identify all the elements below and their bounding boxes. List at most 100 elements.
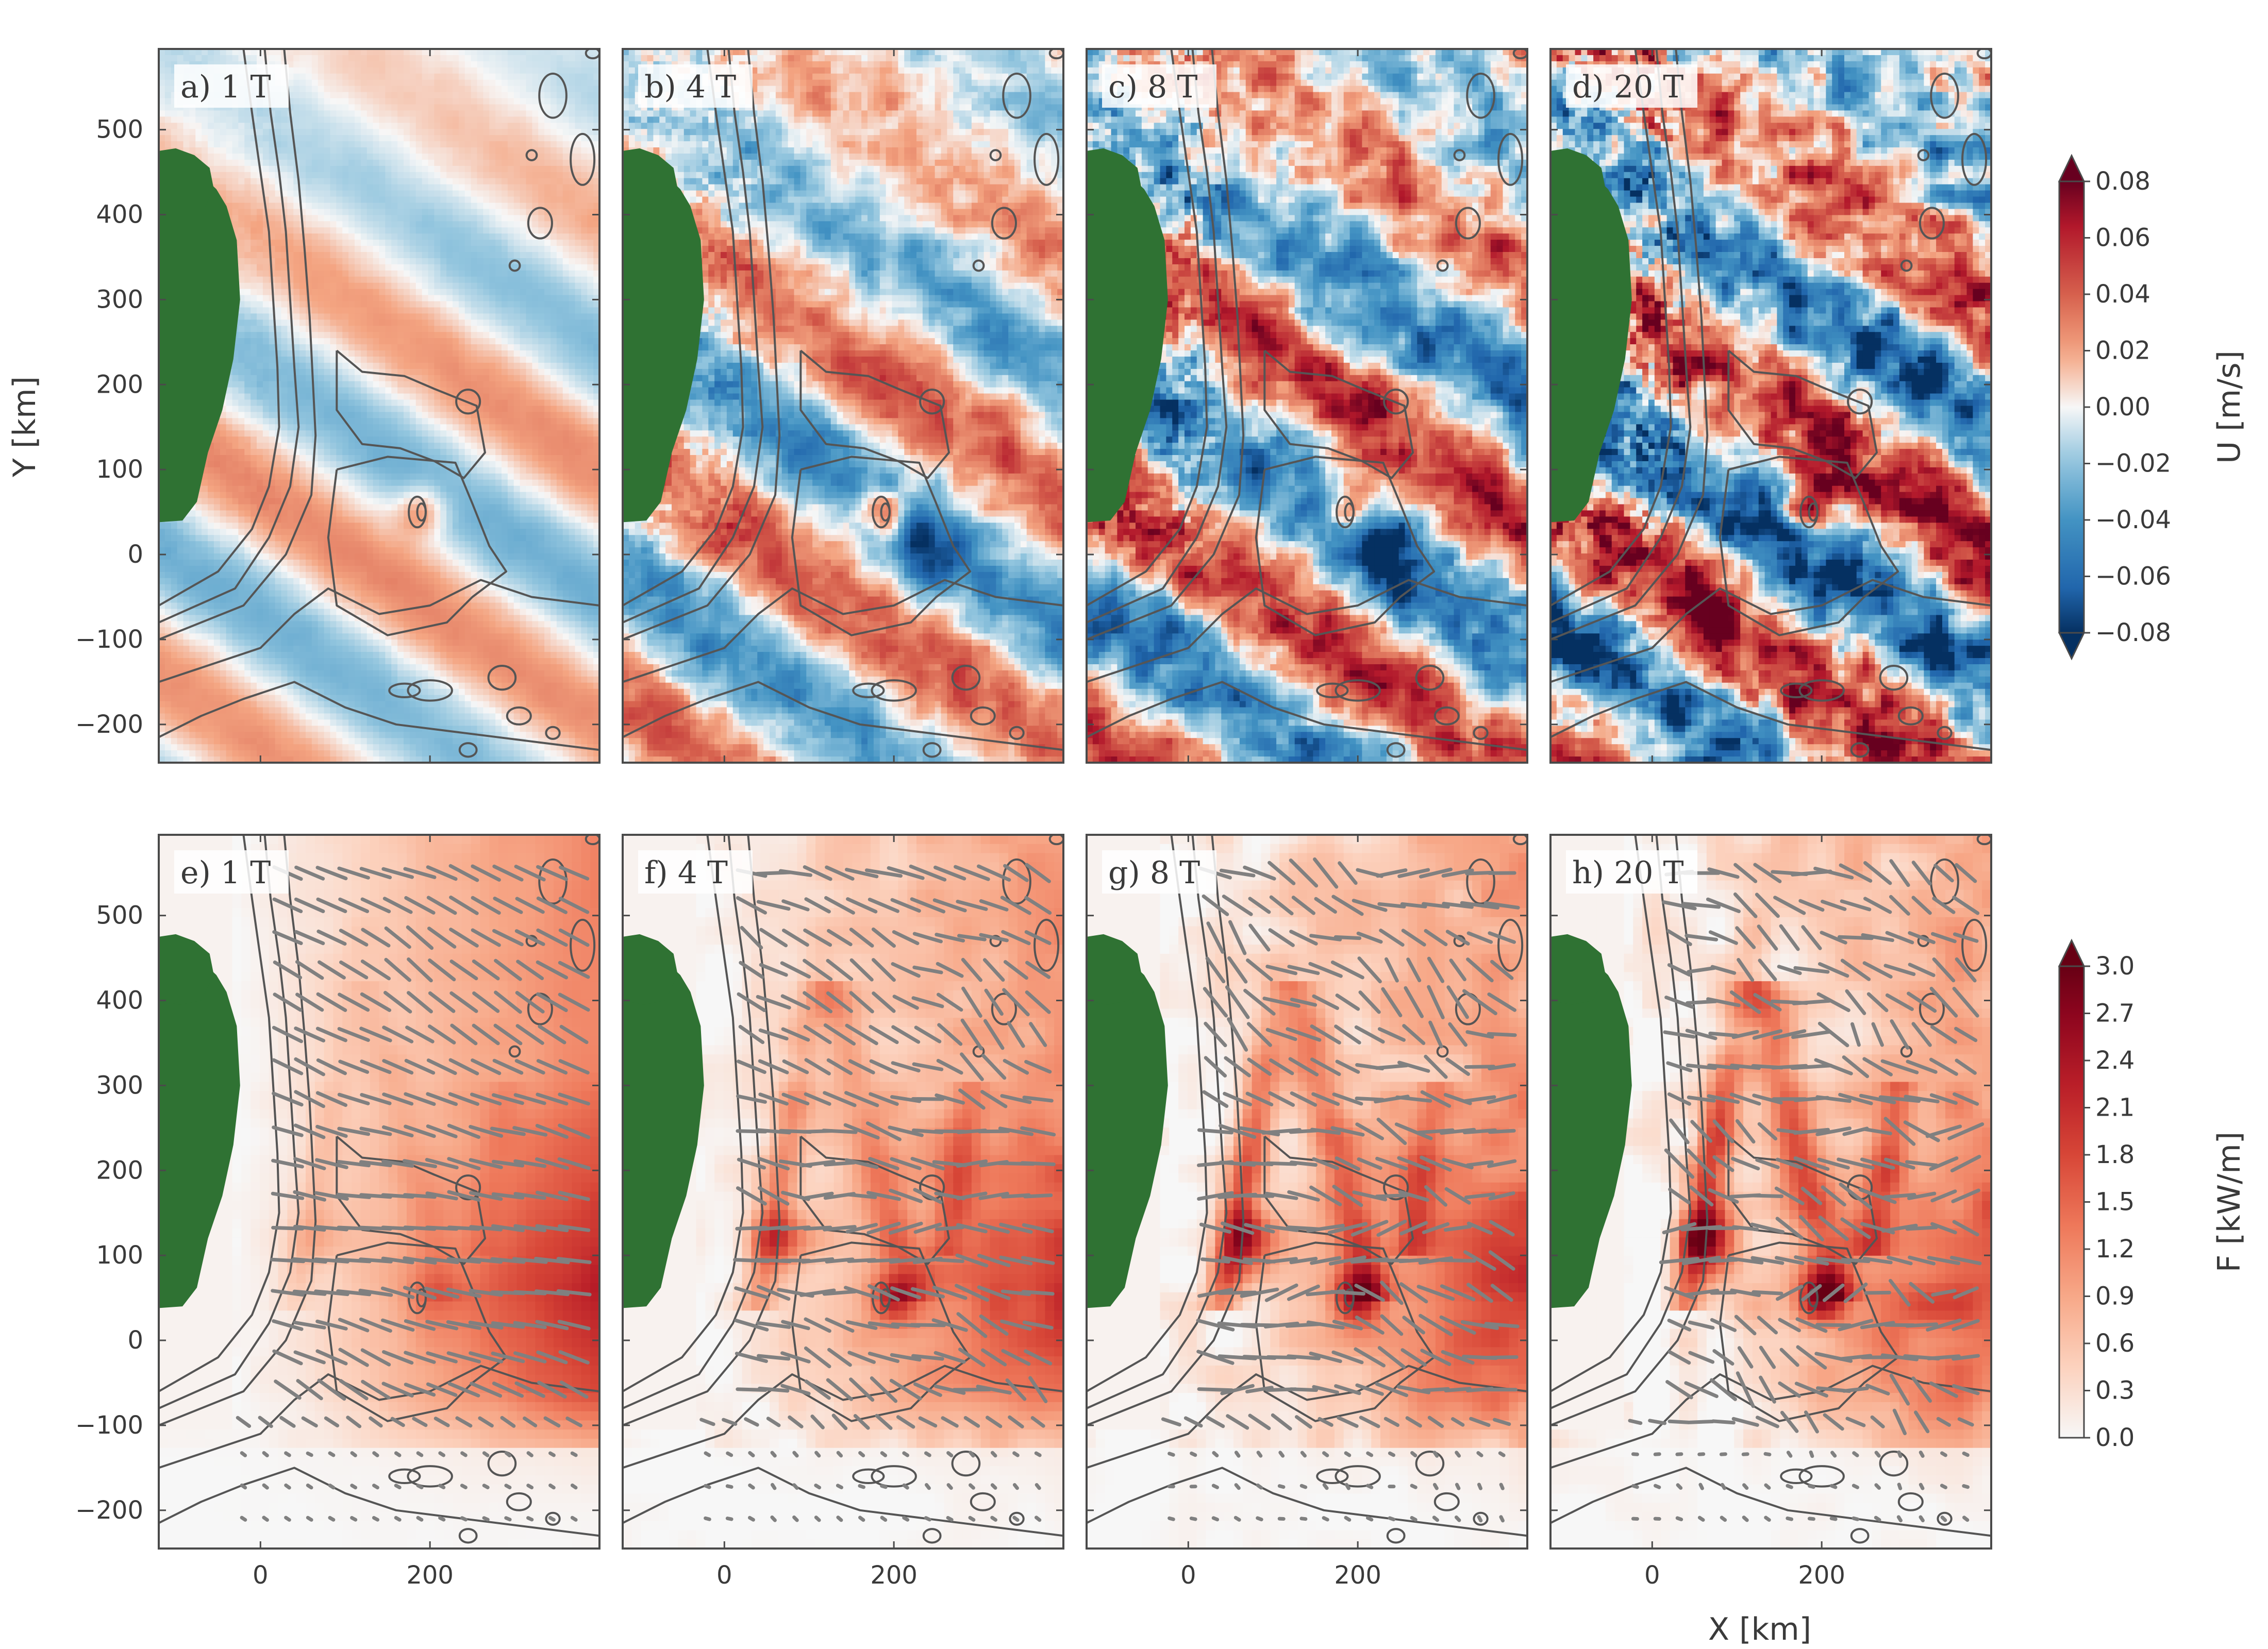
flux-vector <box>272 1125 304 1137</box>
land-island <box>1550 148 1606 219</box>
flux-vector <box>1311 1092 1340 1106</box>
flux-vector <box>869 1092 899 1106</box>
flux-vector <box>1752 1093 1783 1105</box>
flux-vector <box>1466 1283 1493 1303</box>
flux-vector <box>1759 1345 1776 1369</box>
flux-vector <box>1889 1373 1910 1406</box>
flux-vector <box>425 1320 459 1331</box>
flux-vector <box>1256 1451 1263 1458</box>
flux-vector <box>1952 896 1980 915</box>
colorbar-tick-label: 0.0 <box>2095 1423 2134 1452</box>
panel-a: a) 1 T <box>158 48 601 764</box>
flux-vector <box>804 1058 831 1075</box>
flux-vector <box>1025 990 1051 1014</box>
flux-vector <box>428 991 456 1013</box>
flux-vector <box>1322 1516 1329 1522</box>
flux-vector <box>296 1379 323 1401</box>
flux-vector <box>558 992 590 1012</box>
flux-vector <box>471 1058 502 1075</box>
flux-vector <box>1221 1221 1255 1235</box>
flux-vector <box>1731 1030 1759 1039</box>
flux-vector <box>887 866 925 880</box>
flux-vector <box>1358 990 1381 1014</box>
flux-vector <box>1202 894 1229 916</box>
land-mass <box>159 945 240 1549</box>
flux-vector <box>492 1382 524 1398</box>
flux-vector <box>814 1451 821 1458</box>
flux-vector <box>1197 1387 1234 1392</box>
flux-vector <box>1002 988 1030 1017</box>
flux-vector <box>990 1451 997 1458</box>
flux-vector <box>1801 925 1822 950</box>
flux-vector <box>1837 1157 1875 1170</box>
flux-vector <box>1653 1452 1661 1456</box>
flux-vector <box>1322 1451 1329 1457</box>
x-tick-label: 0 <box>1180 1561 1196 1590</box>
flux-vector <box>1737 1346 1754 1369</box>
y-tick-label: 400 <box>96 986 143 1015</box>
flux-vector <box>1291 896 1315 915</box>
flux-vector <box>1248 923 1271 952</box>
flux-vector <box>1264 1224 1299 1232</box>
flux-vector <box>1727 1256 1764 1265</box>
flux-vector <box>1335 1156 1361 1171</box>
flux-vector <box>1706 897 1741 913</box>
flux-vector <box>1908 931 1936 945</box>
flux-vector <box>1686 1148 1716 1179</box>
flux-vector <box>831 1414 848 1431</box>
flux-vector <box>792 1483 799 1490</box>
flux-vector <box>766 1417 781 1427</box>
flux-vector <box>1350 1220 1389 1237</box>
flux-vector <box>1681 1255 1721 1266</box>
flux-vector <box>1919 1483 1925 1490</box>
flux-vector <box>977 1285 1011 1300</box>
flux-vector <box>822 1289 857 1296</box>
flux-vector <box>826 1378 854 1401</box>
flux-vector <box>1327 1222 1368 1235</box>
flux-vector <box>1841 1258 1871 1264</box>
flux-vector <box>1286 1027 1322 1042</box>
flux-vector <box>514 1059 545 1075</box>
flux-vector <box>758 1092 789 1106</box>
flux-vector <box>294 897 325 913</box>
flux-vector <box>394 1484 402 1489</box>
flux-vector <box>1020 1161 1056 1166</box>
bathymetry-contours <box>159 835 599 1544</box>
flux-vector <box>369 1416 383 1428</box>
flux-vector <box>1818 962 1849 978</box>
flux-vector <box>1688 1351 1715 1364</box>
flux-vector <box>788 1415 804 1428</box>
flux-vector <box>1666 1061 1693 1072</box>
panel-field <box>623 835 1063 1549</box>
flux-vector <box>935 1225 965 1231</box>
flux-vector <box>1402 1024 1426 1045</box>
flux-vector <box>240 1451 247 1457</box>
flux-vector <box>1664 1148 1695 1179</box>
flux-vector <box>1308 962 1343 978</box>
flux-vector <box>1757 1316 1778 1335</box>
colorbar-F: 3.0 2.7 2.4 2.1 1.8 1.5 1.2 0.9 0.6 0.3 0.0 F [kW/m… <box>2058 938 2247 1452</box>
flux-vector <box>1840 958 1871 981</box>
flux-vector <box>1706 997 1741 1007</box>
flux-vector <box>932 898 967 913</box>
flux-vector <box>978 1191 1009 1200</box>
flux-vector <box>748 1451 755 1457</box>
flux-vector <box>1890 1019 1910 1050</box>
flux-vector <box>472 1023 500 1046</box>
flux-vector <box>864 868 903 878</box>
flux-vector <box>871 927 896 948</box>
flux-vector <box>478 1416 494 1428</box>
flux-vector <box>1731 1417 1759 1427</box>
flux-vector <box>1212 1451 1219 1458</box>
flux-vector <box>380 1286 415 1299</box>
flux-vector <box>407 957 433 983</box>
flux-vector <box>273 960 303 980</box>
flux-vector <box>548 1451 556 1457</box>
flux-vector <box>1896 1515 1903 1523</box>
flux-vector <box>954 865 990 881</box>
flux-vector <box>792 1515 799 1522</box>
flux-vector <box>1883 1193 1916 1199</box>
flux-vector <box>557 1157 591 1170</box>
flux-vector <box>1420 1090 1452 1108</box>
flux-vector <box>1020 1126 1056 1137</box>
